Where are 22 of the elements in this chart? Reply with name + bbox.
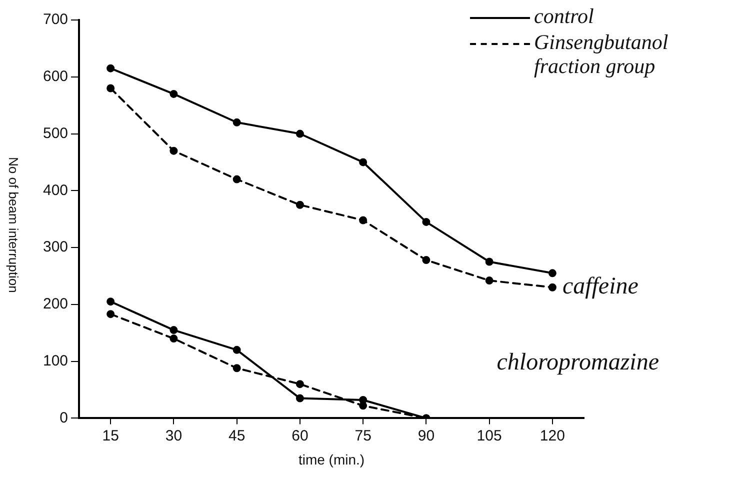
y-tick-label: 500 bbox=[42, 124, 68, 142]
y-axis-title: No of beam interruption bbox=[6, 156, 21, 295]
y-tick-label: 400 bbox=[42, 182, 68, 199]
y-tick-label: 0 bbox=[60, 409, 68, 426]
y-tick-label: 700 bbox=[42, 11, 68, 28]
x-tick-label: 45 bbox=[228, 427, 246, 444]
x-tick-label: 120 bbox=[540, 427, 565, 444]
annotation: chloropromazine bbox=[496, 350, 660, 376]
x-tick-label: 30 bbox=[165, 427, 182, 444]
y-tick-label: 200 bbox=[42, 296, 68, 313]
legend-label: control bbox=[534, 4, 594, 28]
x-tick-label: 60 bbox=[292, 427, 308, 444]
x-tick-label: 105 bbox=[476, 427, 502, 444]
x-tick-label: 90 bbox=[418, 427, 435, 444]
legend-label: Ginsengbutanol fraction group bbox=[534, 30, 670, 78]
y-tick-label: 300 bbox=[42, 238, 68, 256]
x-tick-label: 75 bbox=[354, 427, 372, 444]
x-tick-label: 15 bbox=[102, 427, 119, 444]
x-axis-title: time (min.) bbox=[298, 451, 365, 468]
y-tick-label: 600 bbox=[42, 68, 68, 86]
annotation: caffeine bbox=[562, 274, 639, 300]
y-tick-label: 100 bbox=[42, 352, 68, 370]
